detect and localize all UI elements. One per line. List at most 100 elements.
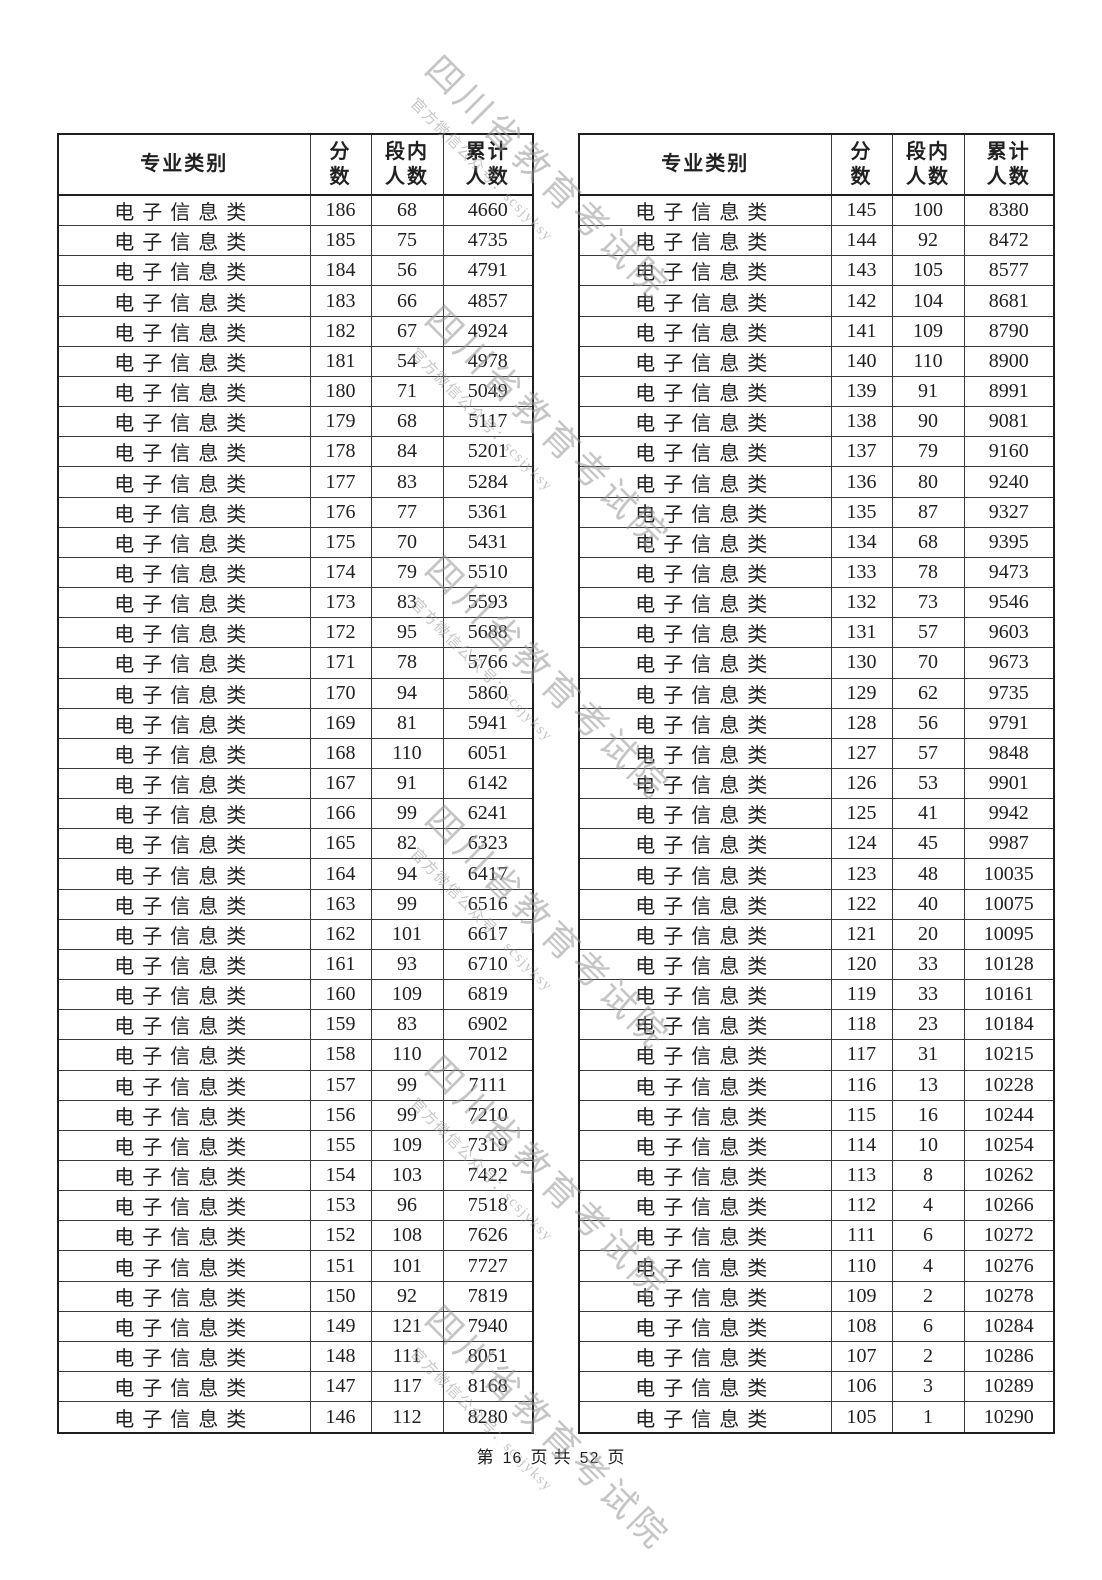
cell-cumulative-count: 9735 xyxy=(963,677,1055,709)
cell-category: 电子信息类 xyxy=(578,1401,832,1434)
cell-segment-count: 108 xyxy=(370,1220,444,1252)
cell-cumulative-count: 8681 xyxy=(963,285,1055,317)
table-row: 电子信息类 124 45 9987 xyxy=(578,828,1055,860)
cell-cumulative-count: 4660 xyxy=(442,194,534,227)
cell-category: 电子信息类 xyxy=(578,1250,832,1282)
cell-score: 162 xyxy=(309,918,372,950)
cell-segment-count: 79 xyxy=(891,436,965,468)
cell-cumulative-count: 10128 xyxy=(963,948,1055,981)
cell-cumulative-count: 7819 xyxy=(442,1280,534,1312)
cell-cumulative-count: 9546 xyxy=(963,587,1055,619)
table-row: 电子信息类 180 71 5049 xyxy=(57,375,534,408)
cell-cumulative-count: 10244 xyxy=(963,1099,1055,1131)
table-row: 电子信息类 184 56 4791 xyxy=(57,255,534,287)
cell-category: 电子信息类 xyxy=(57,406,311,438)
table-row: 电子信息类 150 92 7819 xyxy=(57,1280,534,1312)
cell-cumulative-count: 8168 xyxy=(442,1371,534,1403)
cell-segment-count: 82 xyxy=(370,828,444,860)
cell-segment-count: 1 xyxy=(891,1401,965,1434)
cell-cumulative-count: 9160 xyxy=(963,436,1055,468)
cell-category: 电子信息类 xyxy=(57,1039,311,1071)
cell-category: 电子信息类 xyxy=(57,828,311,860)
cell-category: 电子信息类 xyxy=(57,979,311,1011)
cell-category: 电子信息类 xyxy=(57,315,311,347)
cell-segment-count: 109 xyxy=(891,315,965,347)
table-row: 电子信息类 132 73 9546 xyxy=(578,587,1055,619)
cell-cumulative-count: 10289 xyxy=(963,1371,1055,1403)
cell-cumulative-count: 5049 xyxy=(442,375,534,408)
cell-cumulative-count: 10228 xyxy=(963,1069,1055,1101)
cell-score: 134 xyxy=(830,526,893,558)
table-row: 电子信息类 108 6 10284 xyxy=(578,1310,1055,1342)
cell-score: 152 xyxy=(309,1220,372,1252)
cell-score: 184 xyxy=(309,255,372,287)
score-distribution-table-left: 专业类别分数段内 人数 累计 人数 电子信息类 186 68 4660 电子信息类 185 75 47… xyxy=(57,133,534,1434)
footer-page-number: 16 xyxy=(502,1450,523,1467)
cell-cumulative-count: 10161 xyxy=(963,979,1055,1011)
table-row: 电子信息类 169 81 5941 xyxy=(57,707,534,739)
table-row: 电子信息类 177 83 5284 xyxy=(57,466,534,498)
cell-cumulative-count: 9901 xyxy=(963,767,1055,800)
cell-category: 电子信息类 xyxy=(57,1401,311,1434)
cell-category: 电子信息类 xyxy=(578,707,832,739)
cell-category: 电子信息类 xyxy=(578,1009,832,1041)
cell-category: 电子信息类 xyxy=(57,526,311,558)
cell-cumulative-count: 10035 xyxy=(963,858,1055,890)
cell-category: 电子信息类 xyxy=(578,436,832,468)
cell-score: 178 xyxy=(309,436,372,468)
table-row: 电子信息类 120 33 10128 xyxy=(578,948,1055,981)
table-row: 电子信息类 162 101 6617 xyxy=(57,918,534,950)
cell-score: 185 xyxy=(309,225,372,257)
cell-score: 168 xyxy=(309,737,372,769)
cell-cumulative-count: 5510 xyxy=(442,556,534,589)
cell-segment-count: 101 xyxy=(370,1250,444,1282)
footer-total-pages: 52 xyxy=(579,1450,600,1467)
cell-segment-count: 33 xyxy=(891,948,965,981)
table-row: 电子信息类 149 121 7940 xyxy=(57,1310,534,1342)
table-row: 电子信息类 158 110 7012 xyxy=(57,1039,534,1071)
cell-segment-count: 121 xyxy=(370,1310,444,1342)
cell-score: 126 xyxy=(830,767,893,800)
cell-score: 153 xyxy=(309,1190,372,1222)
table-row: 电子信息类 181 54 4978 xyxy=(57,345,534,377)
cell-cumulative-count: 7727 xyxy=(442,1250,534,1282)
cell-cumulative-count: 8790 xyxy=(963,315,1055,347)
cell-segment-count: 68 xyxy=(891,526,965,558)
cell-segment-count: 99 xyxy=(370,798,444,830)
cell-segment-count: 90 xyxy=(891,406,965,438)
cell-score: 135 xyxy=(830,496,893,528)
cell-cumulative-count: 8280 xyxy=(442,1401,534,1434)
cell-category: 电子信息类 xyxy=(578,375,832,408)
cell-score: 186 xyxy=(309,194,372,227)
cell-segment-count: 112 xyxy=(370,1401,444,1434)
cell-score: 119 xyxy=(830,979,893,1011)
cell-score: 161 xyxy=(309,948,372,981)
cell-cumulative-count: 7940 xyxy=(442,1310,534,1342)
cell-segment-count: 83 xyxy=(370,466,444,498)
footer-label-prefix: 第 xyxy=(476,1448,495,1467)
cell-segment-count: 78 xyxy=(370,647,444,679)
table-row: 电子信息类 182 67 4924 xyxy=(57,315,534,347)
cell-cumulative-count: 10276 xyxy=(963,1250,1055,1282)
cell-segment-count: 23 xyxy=(891,1009,965,1041)
table-row: 电子信息类 176 77 5361 xyxy=(57,496,534,528)
cell-cumulative-count: 9942 xyxy=(963,798,1055,830)
cell-category: 电子信息类 xyxy=(578,315,832,347)
cell-category: 电子信息类 xyxy=(578,647,832,679)
cell-segment-count: 62 xyxy=(891,677,965,709)
cell-cumulative-count: 7319 xyxy=(442,1129,534,1162)
score-distribution-table-right: 专业类别分数段内 人数 累计 人数 电子信息类 145 100 8380 电子信息类 144 92 8… xyxy=(578,133,1055,1434)
table-row: 电子信息类 134 68 9395 xyxy=(578,526,1055,558)
cell-cumulative-count: 10284 xyxy=(963,1310,1055,1342)
cell-cumulative-count: 8900 xyxy=(963,345,1055,377)
cell-cumulative-count: 5431 xyxy=(442,526,534,558)
cell-segment-count: 99 xyxy=(370,1099,444,1131)
cell-cumulative-count: 4924 xyxy=(442,315,534,347)
cell-category: 电子信息类 xyxy=(57,737,311,769)
table-row: 电子信息类 129 62 9735 xyxy=(578,677,1055,709)
cell-score: 144 xyxy=(830,225,893,257)
cell-category: 电子信息类 xyxy=(578,1220,832,1252)
cell-segment-count: 117 xyxy=(370,1371,444,1403)
cell-segment-count: 10 xyxy=(891,1129,965,1162)
table-row: 电子信息类 166 99 6241 xyxy=(57,798,534,830)
